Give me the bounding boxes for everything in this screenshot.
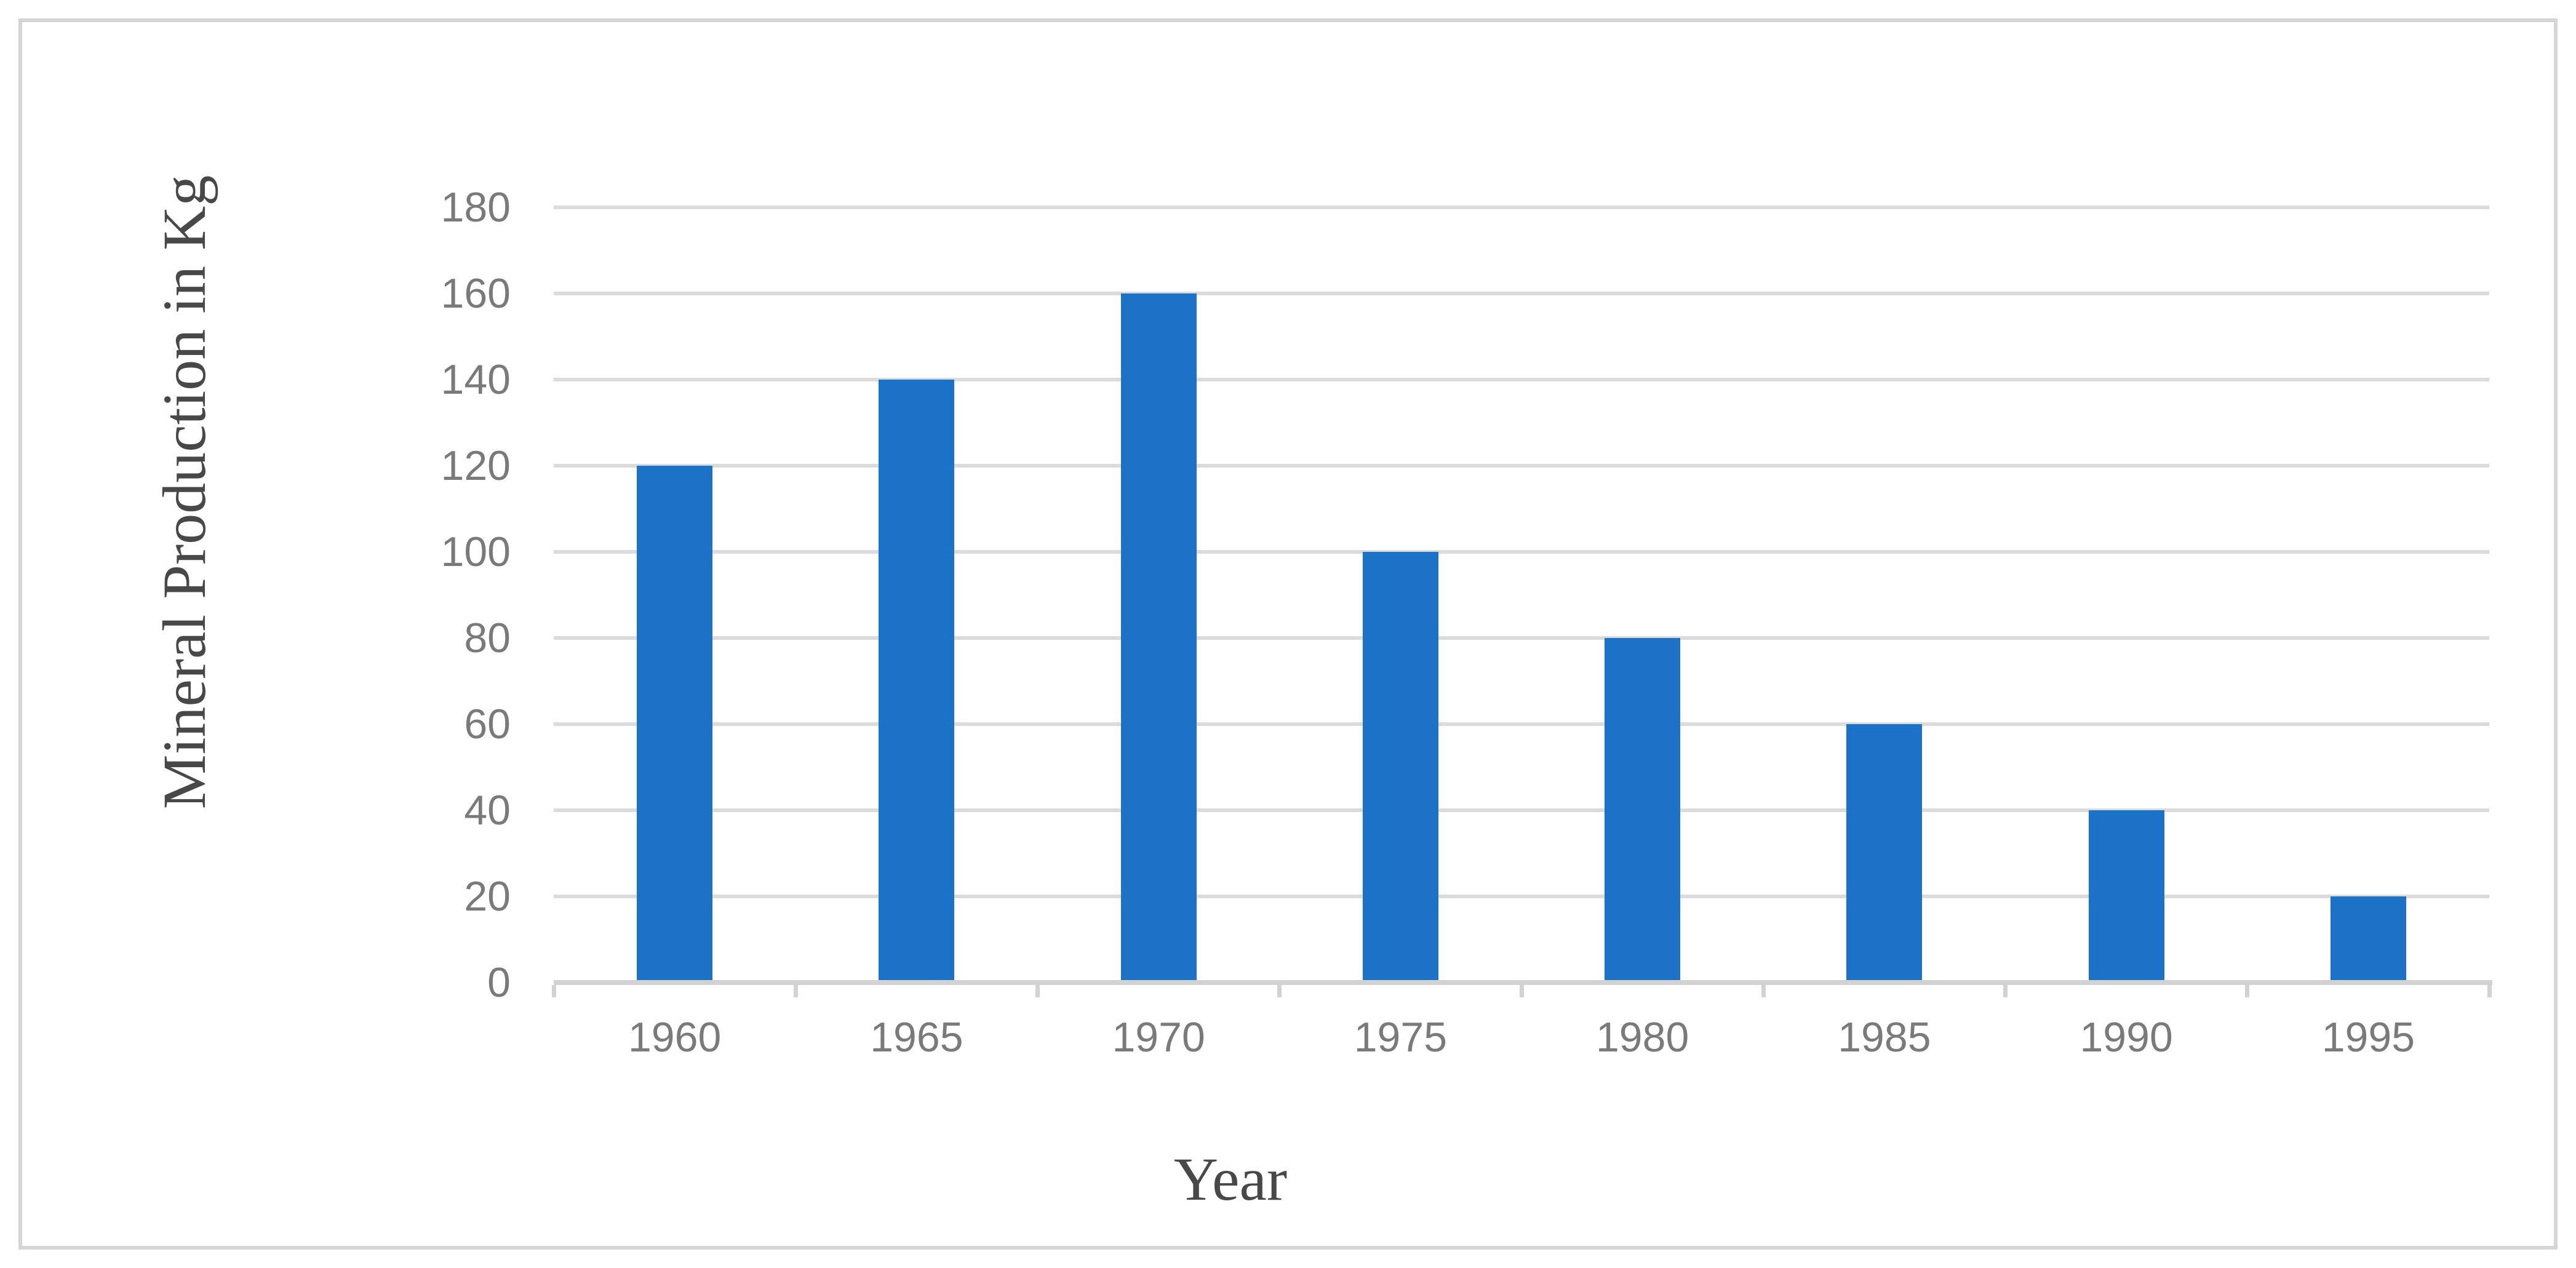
gridline-80 [554,636,2489,640]
bar-1980 [1605,638,1681,983]
x-axis-title: Year [1173,1145,1288,1213]
x-axis-tick-mark [1277,985,1282,997]
gridline-40 [554,808,2489,812]
gridline-100 [554,550,2489,554]
gridline-180 [554,205,2489,209]
x-axis-tick-mark [2487,985,2492,997]
plot-area [551,205,2492,997]
x-axis-tick-mark [1761,985,1766,997]
x-axis-tick-mark [2003,985,2008,997]
gridline-160 [554,292,2489,295]
chart-outer-frame [18,18,2558,1250]
gridline-60 [554,722,2489,726]
x-axis-tick-mark [1519,985,1524,997]
bar-1965 [879,380,955,983]
bar-1975 [1362,552,1438,983]
x-axis-tick-mark [1035,985,1040,997]
x-axis-tick-mark [793,985,798,997]
x-axis-tick-mark [551,985,556,997]
bar-1995 [2330,896,2406,983]
bar-1990 [2088,810,2164,983]
bar-1985 [1846,724,1923,983]
y-axis-title: Mineral Production in Kg [150,175,218,810]
gridline-140 [554,378,2489,381]
gridline-20 [554,895,2489,898]
x-axis-line [554,980,2492,985]
x-axis-tick-mark [2245,985,2250,997]
bar-1960 [637,466,713,983]
gridline-120 [554,464,2489,468]
bar-1970 [1120,293,1197,983]
